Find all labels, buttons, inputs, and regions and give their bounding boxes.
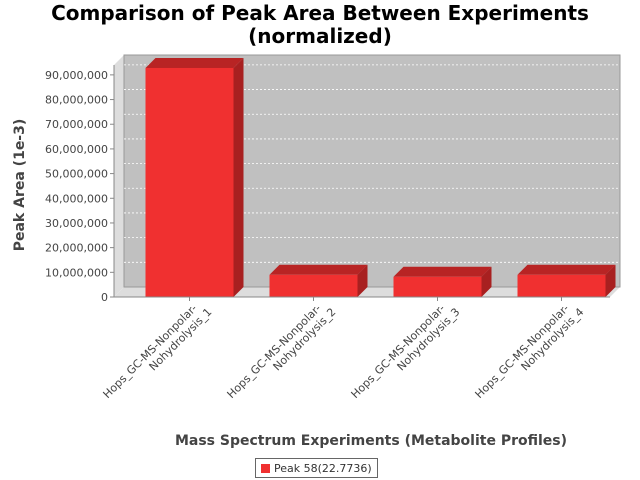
x-tick-label: Hops_GC-MS-Nonpolar-Nohydrolysis_1 <box>101 296 215 410</box>
bar <box>393 266 492 297</box>
gridlines <box>124 64 620 263</box>
legend-swatch <box>261 463 270 473</box>
bar-side <box>605 264 616 297</box>
bar <box>145 57 244 297</box>
y-tick-label: 80,000,000 <box>45 94 108 107</box>
bar-top <box>145 57 244 68</box>
chart-title-line-2: (normalized) <box>248 24 392 48</box>
chart-title: Comparison of Peak Area Between Experime… <box>0 2 640 48</box>
y-axis-label: Peak Area (1e-3) <box>12 119 28 252</box>
bar-side <box>481 266 492 297</box>
legend-label: Peak 58(22.7736) <box>274 461 372 475</box>
y-tick-label: 90,000,000 <box>45 69 108 82</box>
bar <box>269 264 368 297</box>
y-tick-label: 10,000,000 <box>45 266 108 279</box>
y-tick-label: 0 <box>101 291 108 304</box>
bar-side <box>233 57 244 297</box>
chart-title-line-1: Comparison of Peak Area Between Experime… <box>51 1 589 25</box>
bar-side <box>357 264 368 297</box>
bar-front <box>269 274 358 297</box>
x-tick-label: Hops_GC-MS-Nonpolar-Nohydrolysis_4 <box>473 296 587 410</box>
bar-top <box>269 264 368 275</box>
bar-front <box>517 274 606 297</box>
x-tick-label: Hops_GC-MS-Nonpolar-Nohydrolysis_3 <box>349 296 463 410</box>
x-tick-label: Hops_GC-MS-Nonpolar-Nohydrolysis_2 <box>225 296 339 410</box>
x-axis-label: Mass Spectrum Experiments (Metabolite Pr… <box>175 433 567 449</box>
bar-front <box>145 67 234 297</box>
bar <box>517 264 616 297</box>
bar-top <box>517 264 616 275</box>
legend: Peak 58(22.7736) <box>255 458 378 478</box>
bar-top <box>393 266 492 277</box>
y-tick-label: 30,000,000 <box>45 217 108 230</box>
y-tick-label: 60,000,000 <box>45 143 108 156</box>
bar-front <box>393 276 482 297</box>
y-tick-label: 20,000,000 <box>45 242 108 255</box>
y-tick-label: 40,000,000 <box>45 192 108 205</box>
y-tick-label: 50,000,000 <box>45 168 108 181</box>
bars <box>145 57 616 297</box>
y-tick-label: 70,000,000 <box>45 118 108 131</box>
